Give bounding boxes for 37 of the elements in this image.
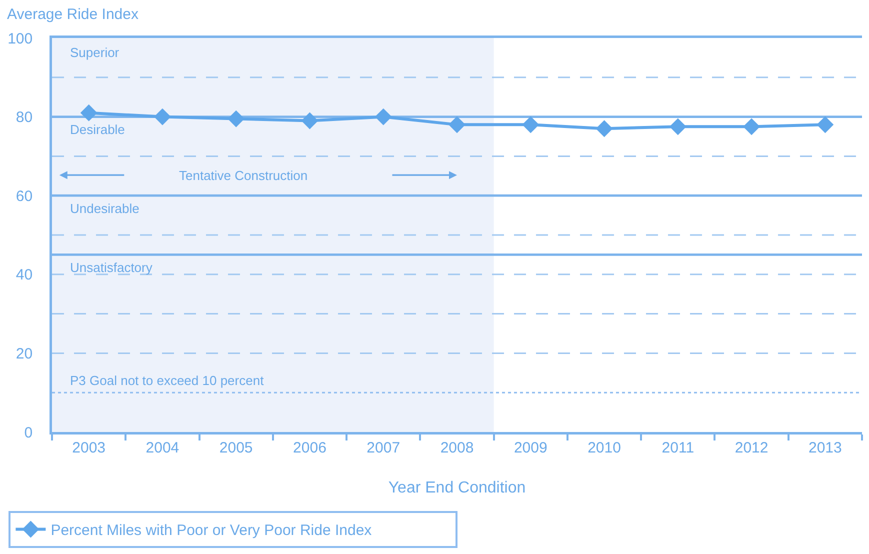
x-tick-label: 2008 <box>440 439 474 456</box>
ref-line-label: Unsatisfactory <box>70 260 153 275</box>
point <box>669 118 686 136</box>
y-axis-title: Average Ride Index <box>7 6 139 23</box>
x-tick-label: 2009 <box>514 439 548 456</box>
y-tick-label: 40 <box>16 266 33 284</box>
x-tick-label: 2013 <box>808 439 842 456</box>
point <box>816 116 834 134</box>
ref-line-label: Undesirable <box>70 201 140 216</box>
x-axis-title: Year End Condition <box>388 479 526 496</box>
point <box>448 116 466 134</box>
point <box>228 110 245 128</box>
y-tick-label: 60 <box>16 188 33 205</box>
y-tick-label: 100 <box>8 30 33 48</box>
ref-line-label: P3 Goal not to exceed 10 percent <box>70 373 264 388</box>
point <box>80 104 98 122</box>
y-tick-label: 80 <box>16 109 33 126</box>
x-tick-label: 2010 <box>588 439 621 456</box>
y-tick-label: 0 <box>24 424 33 442</box>
ref-line-label: Desirable <box>70 122 125 137</box>
x-tick-label: 2006 <box>293 439 326 456</box>
band-label: Tentative Construction <box>179 168 308 183</box>
x-tick-label: 2007 <box>366 439 400 456</box>
x-tick-label: 2011 <box>662 439 694 456</box>
point <box>374 108 392 126</box>
point <box>522 116 540 134</box>
x-tick-label: 2003 <box>72 439 106 456</box>
legend-label: Percent Miles with Poor or Very Poor Ride Index <box>50 522 372 540</box>
x-tick-label: 2012 <box>734 439 768 456</box>
point <box>743 118 760 136</box>
x-tick-label: 2005 <box>219 439 253 456</box>
point <box>301 112 318 130</box>
y-tick-label: 20 <box>16 345 33 362</box>
point <box>154 108 171 126</box>
annotation: Superior <box>70 45 120 60</box>
point <box>596 120 613 138</box>
x-tick-label: 2004 <box>146 439 180 456</box>
